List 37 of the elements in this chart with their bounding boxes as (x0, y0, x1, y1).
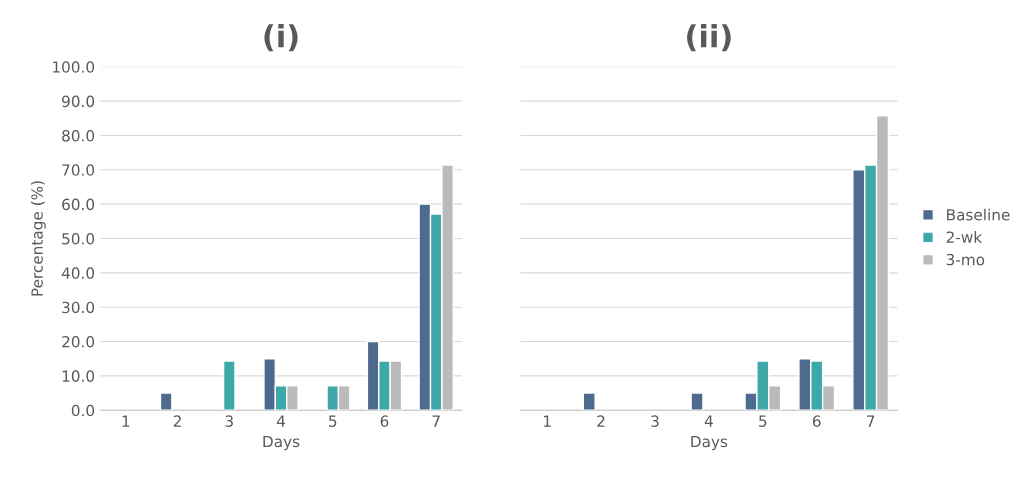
y-tick-label: 20.0 (62, 336, 95, 348)
y-tick-label: 0.0 (71, 404, 95, 417)
chart-title: (ii) (687, 24, 731, 52)
y-tick-label: 40.0 (61, 267, 95, 279)
y-tick-label: 30.0 (62, 301, 95, 314)
legend-label: 2-wk (946, 231, 983, 243)
x-tick-label: 1 (122, 415, 130, 427)
y-tick-label: 50.0 (62, 232, 95, 245)
x-tick-label: 6 (812, 415, 821, 427)
x-tick-label: 4 (704, 415, 713, 427)
y-axis-title: Percentage (%) (31, 181, 46, 296)
x-tick-label: 2 (597, 415, 605, 427)
bar (159, 392, 173, 411)
x-tick-label: 6 (380, 415, 389, 427)
bar (582, 392, 596, 411)
bar (690, 392, 704, 411)
y-tick-label: 60.0 (62, 198, 95, 211)
chart-title: (i) (264, 24, 298, 52)
y-tick-label: 100.0 (53, 61, 95, 73)
legend-label: Baseline (947, 208, 1010, 221)
x-tick-label: 5 (329, 415, 337, 427)
x-tick-label: 3 (651, 415, 659, 427)
y-tick-label: 80.0 (62, 129, 95, 142)
legend-label: 3-mo (946, 253, 985, 266)
x-axis-title: Days (263, 435, 300, 451)
x-tick-label: 2 (173, 415, 181, 427)
x-tick-label: 1 (543, 415, 551, 427)
x-axis-title: Days (691, 435, 728, 451)
x-tick-label: 3 (225, 415, 233, 427)
bar (222, 360, 236, 411)
y-tick-label: 10.0 (62, 370, 95, 382)
y-tick-label: 90.0 (62, 95, 95, 108)
x-tick-label: 4 (276, 415, 286, 427)
x-tick-label: 7 (867, 415, 875, 427)
x-tick-label: 7 (432, 415, 440, 427)
y-tick-label: 70.0 (62, 164, 95, 176)
x-tick-label: 5 (759, 415, 767, 427)
